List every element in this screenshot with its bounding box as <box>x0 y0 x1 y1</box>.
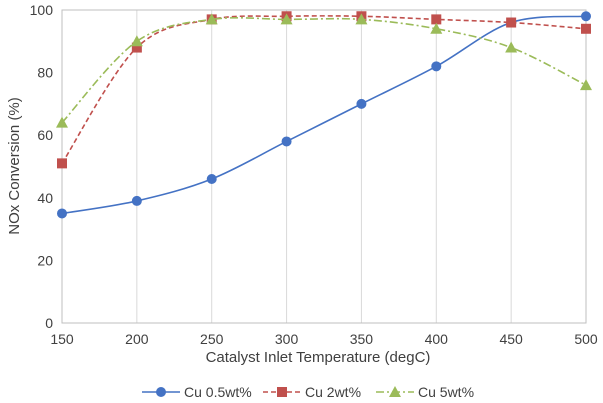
plot-border <box>61 9 587 324</box>
series-3-point-400 <box>430 22 443 34</box>
x-axis-label: Catalyst Inlet Temperature (degC) <box>206 349 431 366</box>
series-3-point-300 <box>280 13 293 25</box>
series-3-point-150 <box>56 116 68 128</box>
y-tick-label-20: 20 <box>37 252 53 268</box>
y-tick-label-0: 0 <box>45 315 53 331</box>
series-1-point-250 <box>206 174 217 185</box>
series-3-point-350 <box>355 13 368 25</box>
axes <box>61 9 587 324</box>
x-tick-label-450: 450 <box>499 331 523 347</box>
y-axis-label: NOx Conversion (%) <box>6 97 23 235</box>
grid <box>136 10 587 323</box>
legend-marker-2 <box>277 387 287 397</box>
y-tick-label-60: 60 <box>37 127 53 143</box>
x-tick-label-250: 250 <box>200 331 224 347</box>
series-3-point-450 <box>505 41 518 53</box>
legend-label-3: Cu 5wt% <box>418 384 474 400</box>
series-3-point-200 <box>130 35 143 47</box>
series-1-point-150 <box>57 208 67 219</box>
tick-labels: 150 200 250 300 350 400 450 500 0 20 40 60 80 100 <box>30 2 598 347</box>
x-tick-label-300: 300 <box>275 331 299 347</box>
series-1-point-400 <box>431 61 442 72</box>
series-3-point-500 <box>580 79 592 91</box>
series-1 <box>57 11 591 219</box>
legend-label-2: Cu 2wt% <box>305 384 361 400</box>
series-1-point-300 <box>281 136 292 147</box>
series-2-point-400 <box>431 14 442 25</box>
series-3-point-250 <box>205 13 218 25</box>
legend-marker-1 <box>156 387 166 397</box>
series-3-line <box>61 16 587 124</box>
x-tick-label-350: 350 <box>350 331 374 347</box>
y-tick-label-100: 100 <box>30 2 54 18</box>
series-1-point-350 <box>356 98 367 109</box>
x-tick-label-150: 150 <box>50 331 74 347</box>
series-2-point-500 <box>581 23 591 34</box>
series-2-point-150 <box>57 158 67 169</box>
series-3 <box>56 13 592 128</box>
series-group <box>56 11 592 219</box>
legend-item-3: Cu 5wt% <box>376 384 474 400</box>
legend-marker-3 <box>389 386 401 397</box>
series-1-point-500 <box>581 11 591 22</box>
y-tick-label-40: 40 <box>37 190 53 206</box>
series-2-point-450 <box>506 17 517 28</box>
series-1-line <box>61 15 587 215</box>
x-tick-label-500: 500 <box>574 331 598 347</box>
series-2-point-200 <box>131 42 142 53</box>
legend-item-1: Cu 0.5wt% <box>142 384 252 400</box>
legend-label-1: Cu 0.5wt% <box>184 384 252 400</box>
x-tick-label-400: 400 <box>425 331 449 347</box>
series-1-point-200 <box>131 195 142 206</box>
y-tick-label-80: 80 <box>37 65 53 81</box>
legend: Cu 0.5wt% Cu 2wt% Cu 5wt% <box>142 384 474 400</box>
legend-item-2: Cu 2wt% <box>263 384 361 400</box>
x-tick-label-200: 200 <box>125 331 149 347</box>
